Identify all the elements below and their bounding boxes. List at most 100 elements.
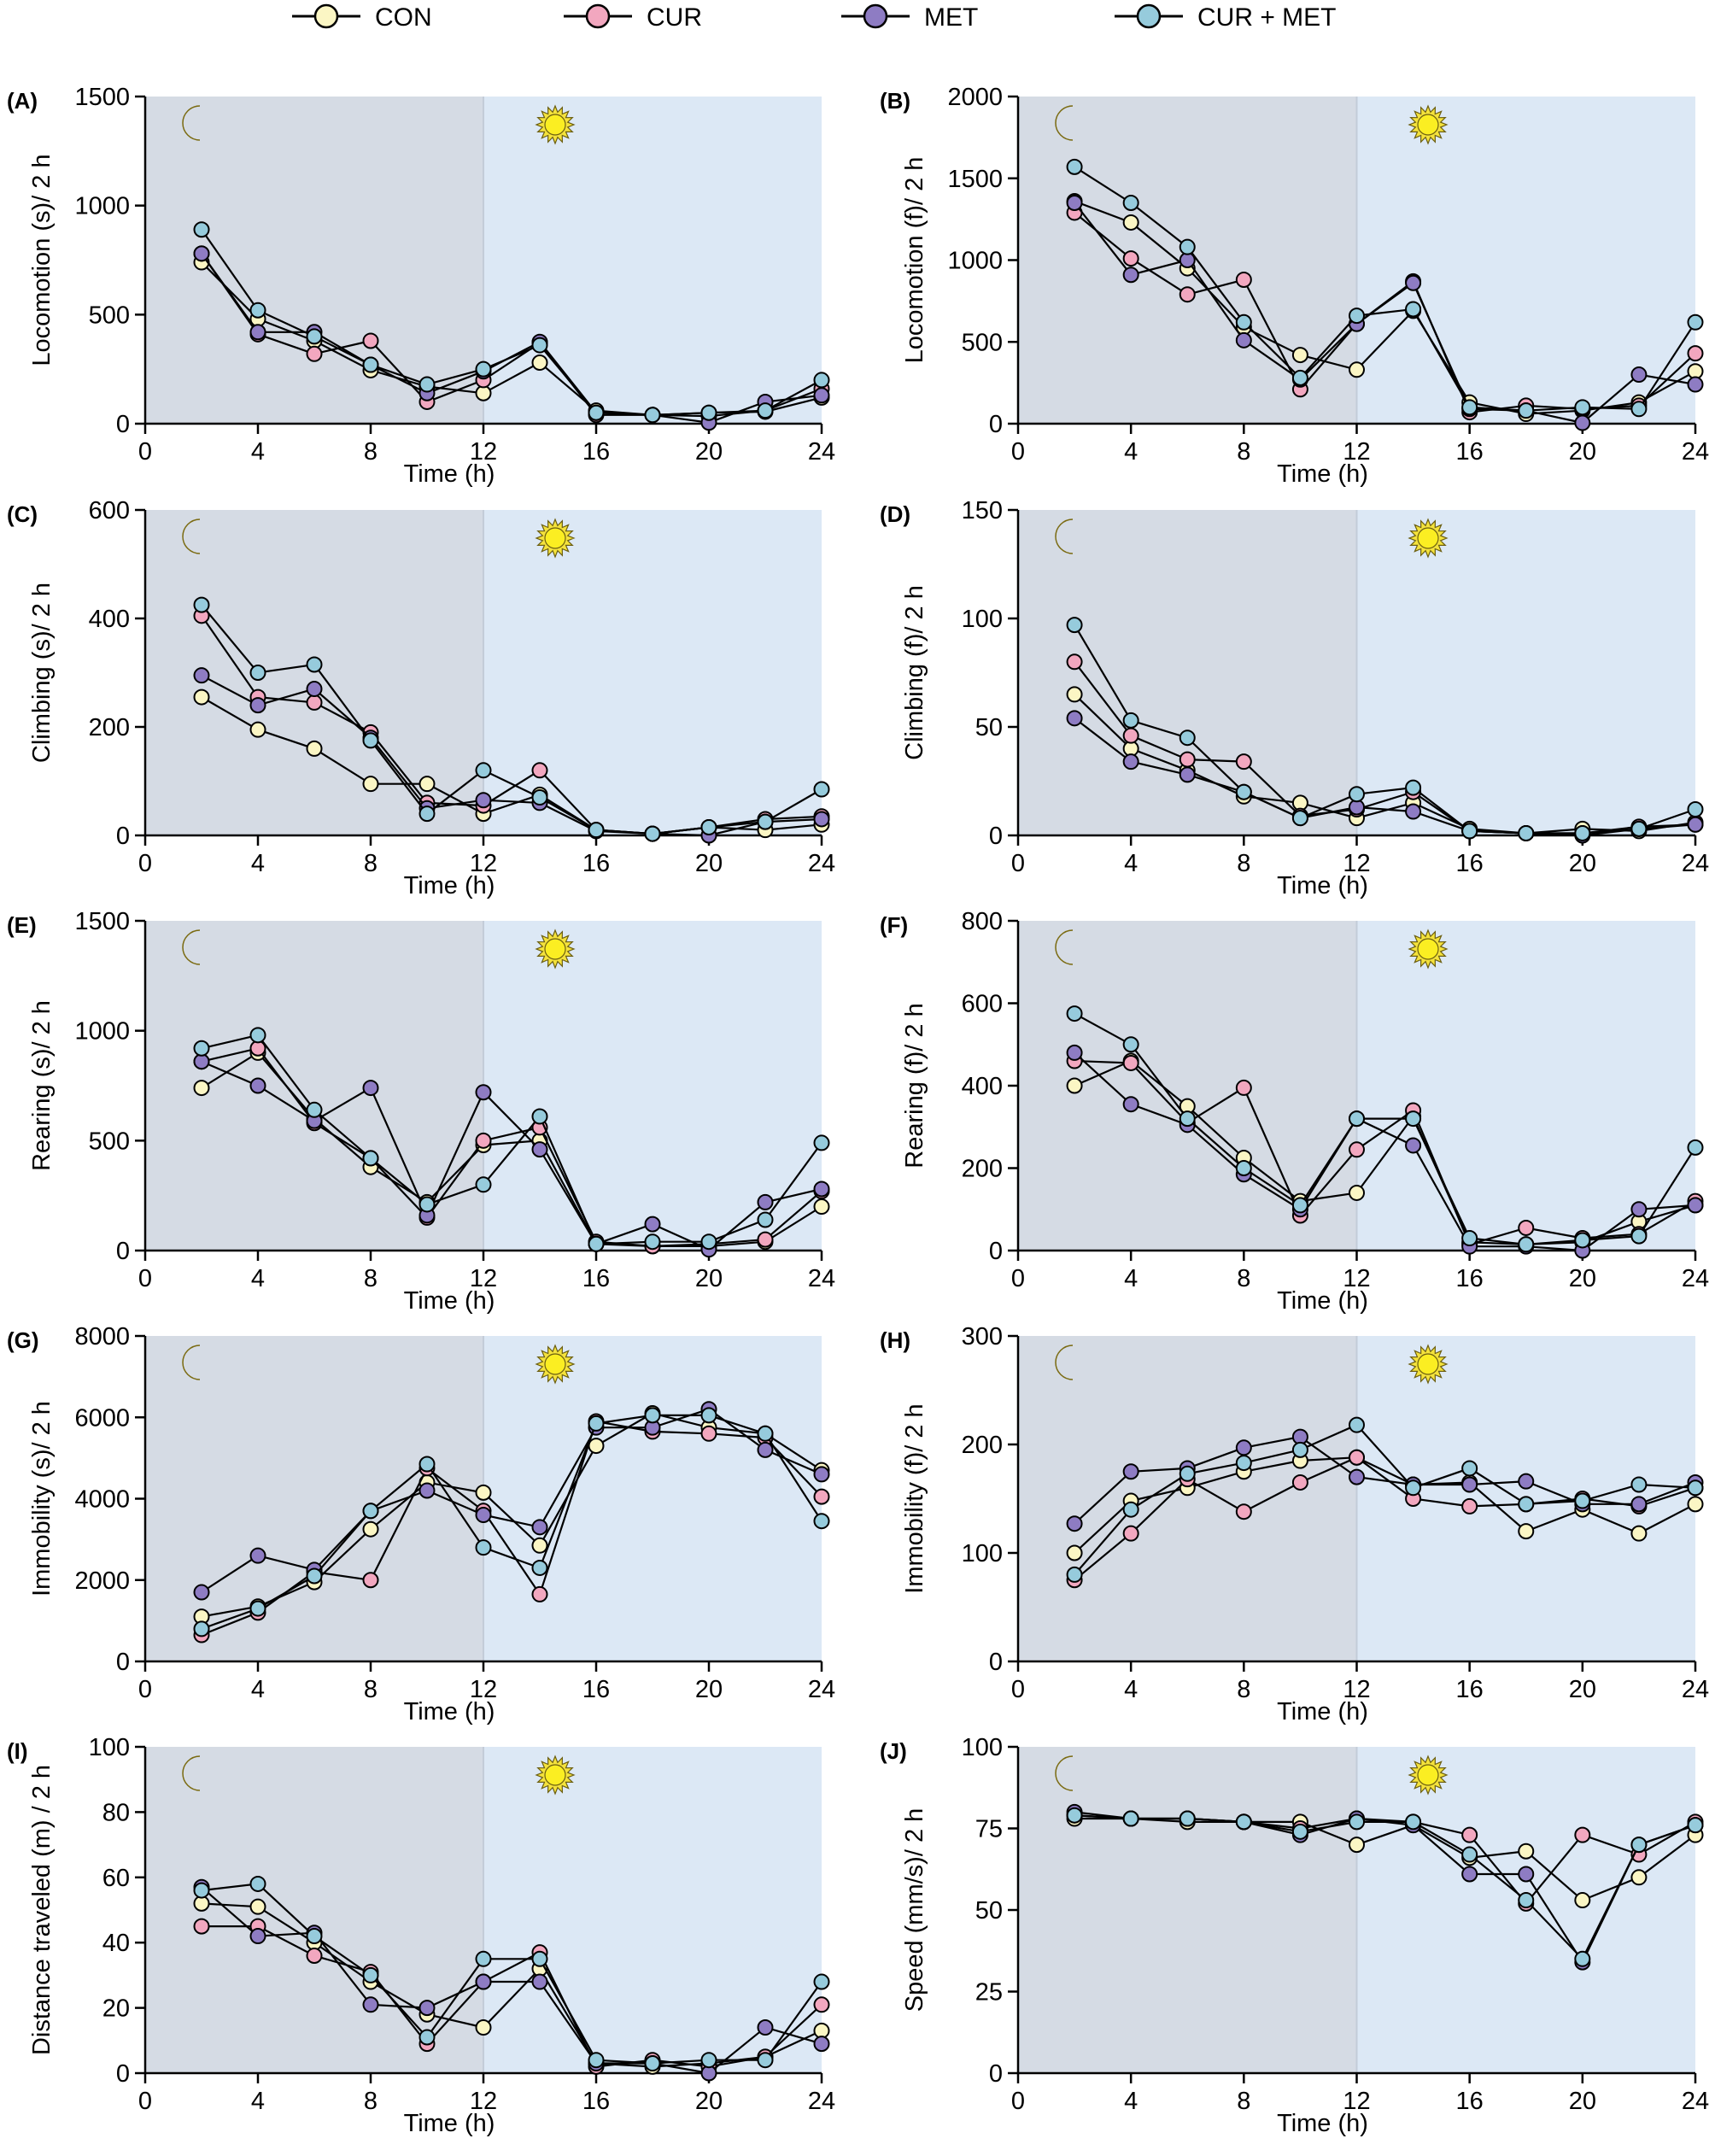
data-point [813, 1466, 830, 1483]
chart-panel: 0 25 50 75 100 0 4 8 12 16 20 24 Time (h) Speed (mm/s… [880, 1734, 1709, 2137]
y-tick-label: 0 [116, 823, 130, 850]
series-line [201, 1412, 822, 1618]
data-point [1574, 1950, 1591, 1967]
data-point [1066, 1515, 1083, 1532]
y-axis-label: Climbing (s)/ 2 h [28, 583, 56, 763]
sun-icon [535, 1755, 576, 1796]
data-point [588, 1235, 605, 1252]
x-tick-label: 12 [470, 1676, 497, 1703]
data-point [362, 1966, 379, 1983]
series-line [201, 229, 822, 416]
data-point [306, 1928, 323, 1945]
data-point [475, 1950, 492, 1967]
data-point [813, 1488, 830, 1505]
x-tick-label: 8 [364, 1265, 378, 1292]
x-axis-label: Time (h) [1277, 460, 1368, 488]
data-point [1405, 301, 1422, 318]
data-point [1630, 1525, 1648, 1542]
data-point [531, 1519, 548, 1536]
data-point [1235, 1439, 1252, 1456]
chart-panel: 0 50 100 150 0 4 8 12 16 20 24 Time (h) Climbing (f)… [880, 497, 1709, 899]
data-point [531, 1973, 548, 1990]
x-tick-label: 8 [364, 2088, 378, 2115]
x-tick-label: 24 [1682, 1265, 1709, 1292]
y-tick-label: 100 [962, 1540, 1003, 1567]
y-tick-label: 2000 [947, 84, 1003, 111]
data-point [1574, 1492, 1591, 1509]
x-tick-label: 12 [1343, 850, 1370, 877]
y-tick-label: 300 [962, 1323, 1003, 1350]
data-point [1405, 779, 1422, 796]
y-tick-label: 1500 [74, 84, 130, 111]
dark-phase-shading [145, 1336, 483, 1661]
data-point [362, 1572, 379, 1589]
data-point [1461, 399, 1478, 416]
data-point [306, 1947, 323, 1964]
y-tick-label: 20 [102, 1995, 130, 2023]
x-tick-label: 24 [1682, 1676, 1709, 1703]
data-point [362, 1150, 379, 1167]
data-point [1405, 1110, 1422, 1128]
data-point [1291, 810, 1308, 827]
data-point [1518, 1892, 1535, 1909]
legend-marker [863, 3, 888, 29]
y-tick-label: 25 [975, 1979, 1003, 2007]
data-point [193, 1040, 210, 1057]
y-axis-label: Climbing (f)/ 2 h [901, 585, 928, 760]
series-line [201, 1414, 822, 1630]
data-point [1122, 214, 1139, 231]
data-point [475, 1484, 492, 1501]
data-point [813, 811, 830, 828]
x-tick-label: 0 [1011, 2088, 1025, 2115]
data-point [193, 1620, 210, 1638]
data-point [1235, 1079, 1252, 1096]
y-axis-label: Locomotion (s)/ 2 h [28, 154, 56, 366]
data-point [1235, 331, 1252, 349]
data-point [1122, 250, 1139, 267]
x-tick-label: 4 [251, 1265, 265, 1292]
data-point [531, 337, 548, 354]
light-phase-shading [483, 97, 822, 424]
data-point [193, 667, 210, 684]
data-point [1574, 399, 1591, 416]
x-tick-label: 24 [808, 1265, 835, 1292]
y-tick-label: 1500 [947, 166, 1003, 193]
data-point [757, 1425, 774, 1442]
data-point [1122, 1810, 1139, 1827]
data-point [249, 1600, 266, 1617]
data-point [362, 1520, 379, 1538]
x-tick-label: 4 [251, 2088, 265, 2115]
data-point [1349, 1110, 1365, 1128]
y-tick-label: 400 [962, 1073, 1003, 1100]
y-tick-label: 0 [989, 2060, 1003, 2088]
data-point [531, 762, 548, 779]
data-point [193, 1584, 210, 1601]
legend-label: MET [924, 3, 978, 32]
data-point [475, 360, 492, 378]
series-line [201, 253, 822, 418]
data-point [1291, 1441, 1308, 1458]
y-tick-label: 50 [975, 1897, 1003, 1925]
data-point [475, 1084, 492, 1101]
data-point [1687, 1479, 1704, 1497]
data-point [757, 1193, 774, 1210]
sun-icon [535, 104, 576, 145]
data-point [1349, 1449, 1365, 1466]
y-tick-label: 1500 [74, 908, 130, 935]
data-point [644, 1233, 661, 1251]
y-axis-label: Immobility (s)/ 2 h [28, 1401, 56, 1596]
chart-panel: 0 500 1000 1500 0 4 8 12 16 20 24 Time (h) Locomotio… [7, 84, 835, 488]
moon-icon [182, 518, 201, 554]
data-point [813, 781, 830, 798]
data-point [1574, 1232, 1591, 1249]
data-point [249, 1928, 266, 1945]
data-point [1630, 366, 1648, 384]
data-point [1461, 1846, 1478, 1863]
x-tick-label: 12 [1343, 438, 1370, 466]
data-point [1461, 1866, 1478, 1883]
data-point [1179, 238, 1196, 255]
sun-icon [1408, 929, 1449, 970]
data-point [588, 822, 605, 839]
data-point [193, 1918, 210, 1935]
data-point [1179, 286, 1196, 303]
